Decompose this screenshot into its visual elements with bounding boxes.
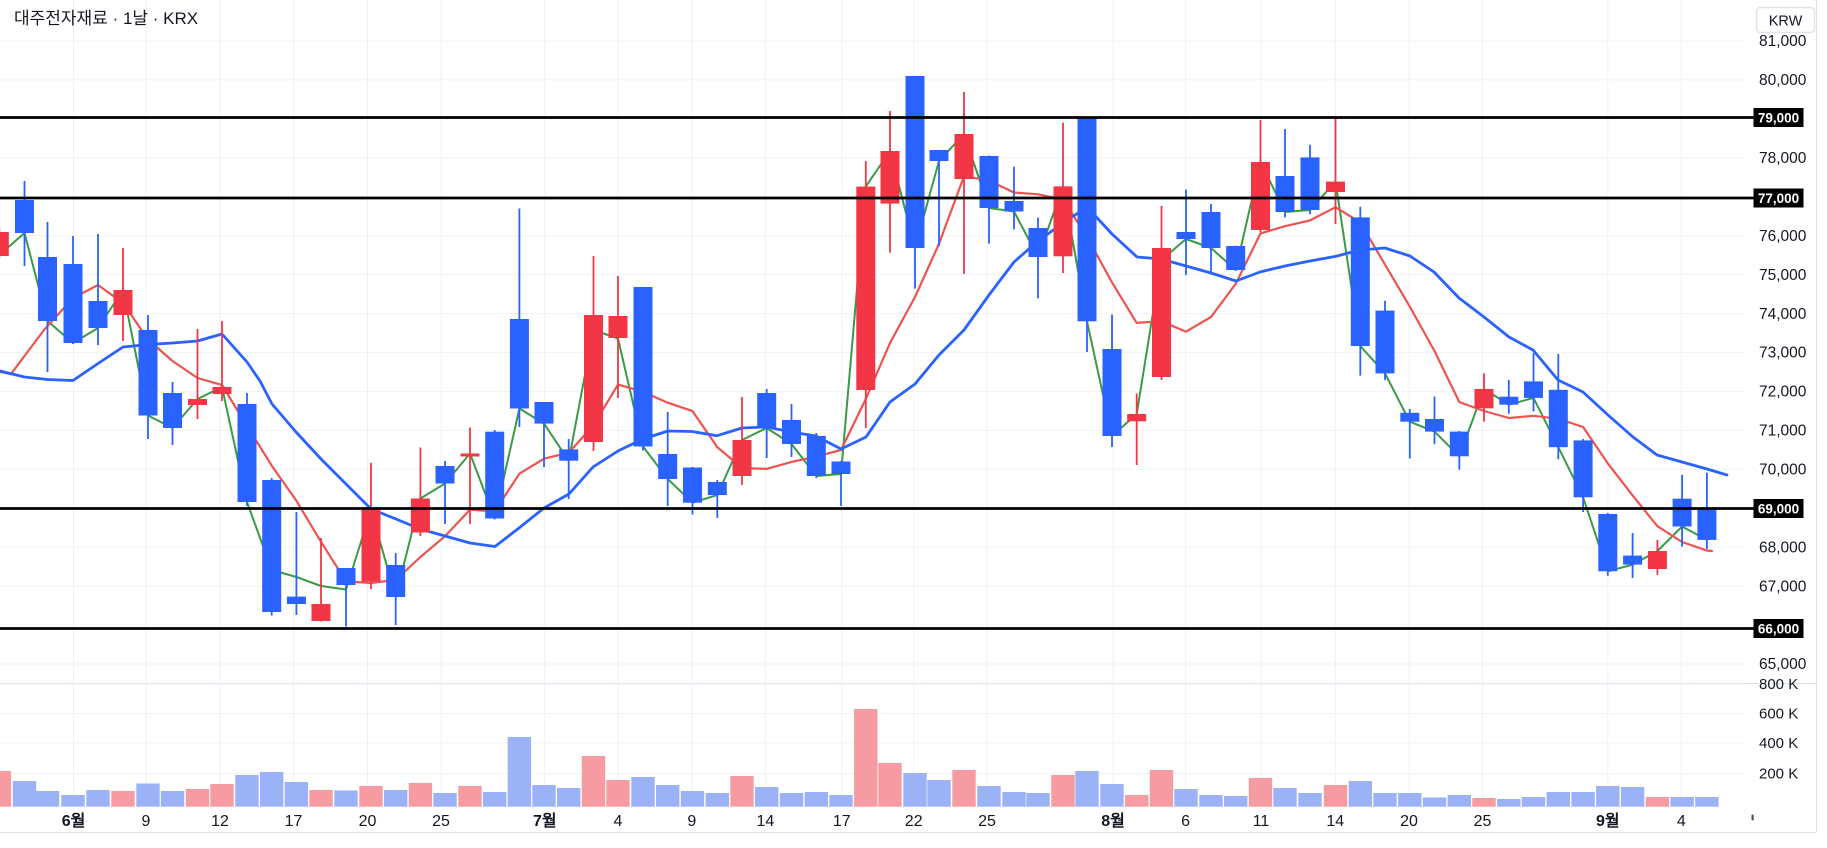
svg-text:20: 20	[1400, 813, 1418, 830]
svg-text:800 K: 800 K	[1759, 676, 1798, 693]
svg-text:4: 4	[614, 813, 623, 830]
svg-text:80,000: 80,000	[1759, 72, 1807, 89]
svg-text:66,000: 66,000	[1758, 621, 1799, 636]
svg-text:78,000: 78,000	[1759, 150, 1807, 167]
svg-text:11: 11	[1253, 813, 1270, 830]
svg-text:8월: 8월	[1101, 812, 1125, 830]
svg-text:14: 14	[757, 813, 775, 830]
svg-text:25: 25	[432, 813, 450, 830]
svg-text:71,000: 71,000	[1759, 423, 1807, 440]
svg-text:25: 25	[978, 813, 996, 830]
svg-text:14: 14	[1326, 813, 1344, 830]
svg-text:4: 4	[1677, 813, 1686, 830]
svg-text:9: 9	[142, 813, 151, 830]
svg-text:17: 17	[285, 813, 303, 830]
svg-text:67,000: 67,000	[1759, 578, 1807, 595]
svg-text:12: 12	[211, 813, 229, 830]
svg-text:25: 25	[1474, 813, 1492, 830]
svg-text:6: 6	[1181, 813, 1190, 830]
svg-text:600 K: 600 K	[1759, 706, 1798, 723]
svg-text:75,000: 75,000	[1759, 267, 1807, 284]
svg-text:9월: 9월	[1596, 812, 1620, 830]
svg-text:72,000: 72,000	[1759, 384, 1807, 401]
svg-text:69,000: 69,000	[1758, 501, 1799, 516]
svg-text:20: 20	[359, 813, 377, 830]
svg-text:200 K: 200 K	[1759, 766, 1798, 783]
svg-text:68,000: 68,000	[1759, 539, 1807, 556]
svg-text:76,000: 76,000	[1759, 228, 1807, 245]
svg-text:65,000: 65,000	[1759, 656, 1807, 673]
svg-text:74,000: 74,000	[1759, 306, 1807, 323]
svg-text:79,000: 79,000	[1758, 110, 1799, 125]
svg-text:7월: 7월	[533, 812, 557, 830]
svg-text:400 K: 400 K	[1759, 735, 1798, 752]
svg-text:대주전자재료 · 1날 · KRX: 대주전자재료 · 1날 · KRX	[14, 9, 198, 28]
svg-text:17: 17	[833, 813, 851, 830]
svg-text:81,000: 81,000	[1759, 33, 1807, 50]
svg-text:22: 22	[905, 813, 923, 830]
svg-text:70,000: 70,000	[1759, 462, 1807, 479]
svg-text:6월: 6월	[62, 812, 86, 830]
svg-text:73,000: 73,000	[1759, 345, 1807, 362]
svg-text:KRW: KRW	[1769, 14, 1803, 30]
svg-text:77,000: 77,000	[1758, 191, 1799, 206]
svg-text:9: 9	[687, 813, 696, 830]
